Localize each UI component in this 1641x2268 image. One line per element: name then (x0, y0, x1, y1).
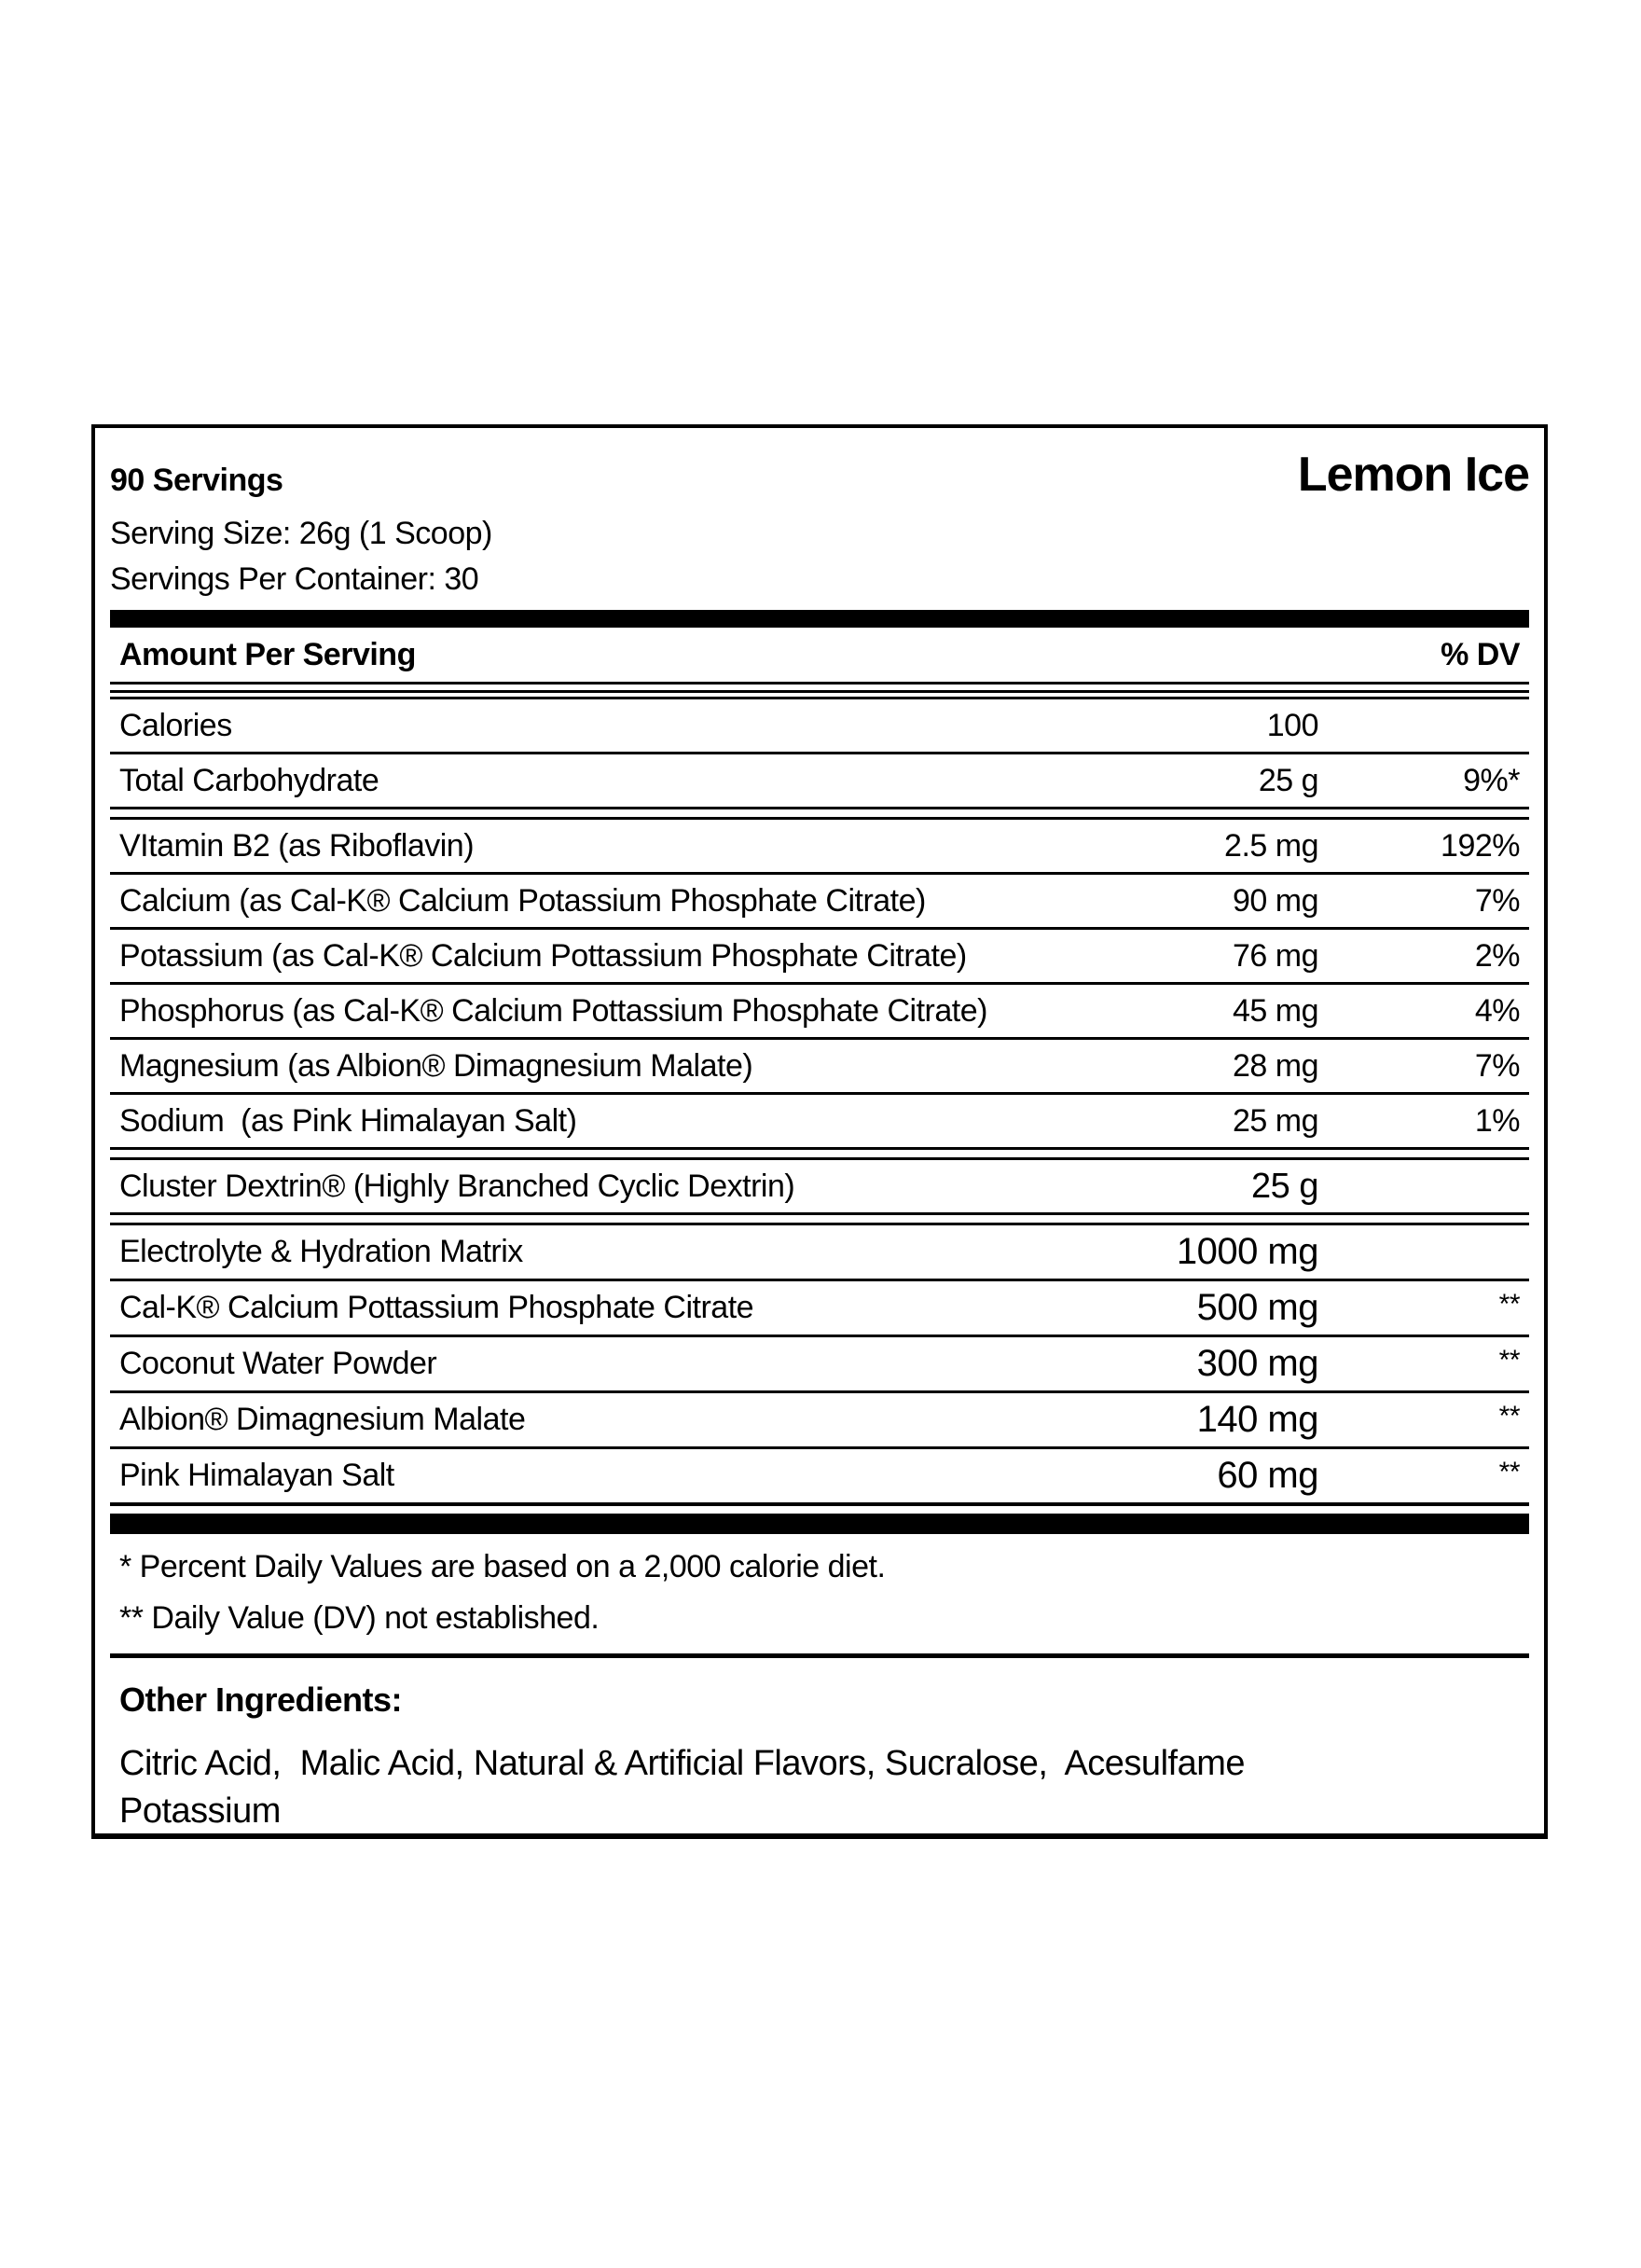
nutrient-name: VItamin B2 (as Riboflavin) (119, 827, 475, 864)
nutrient-name: Coconut Water Powder (119, 1346, 437, 1381)
divider (110, 1390, 1529, 1393)
nutrient-amount: 28 mg (1233, 1047, 1319, 1084)
nutrient-amount: 25 g (1258, 762, 1319, 798)
footnote-dv-not-established: ** Daily Value (DV) not established. (119, 1600, 600, 1636)
servings-count: 90 Servings (110, 463, 283, 498)
nutrient-name: Albion® Dimagnesium Malate (119, 1402, 526, 1437)
nutrient-row-calcium: Calcium (as Cal-K® Calcium Potassium Pho… (110, 875, 1529, 927)
nutrient-name: Cluster Dextrin® (Highly Branched Cyclic… (119, 1168, 795, 1204)
nutrient-amount: 45 mg (1233, 992, 1319, 1029)
flavor-name: Lemon Ice (1297, 448, 1530, 502)
nutrient-amount: 300 mg (1196, 1343, 1319, 1384)
divider-thick-bar (110, 1514, 1529, 1534)
divider-double (110, 807, 1529, 820)
nutrient-dv: ** (1498, 1457, 1521, 1487)
nutrient-row-calories: Calories 100 (110, 699, 1529, 752)
other-ingredients-text: Citric Acid, Malic Acid, Natural & Artif… (110, 1740, 1529, 1836)
nutrient-amount: 2.5 mg (1224, 827, 1318, 864)
nutrient-dv: 2% (1474, 937, 1521, 974)
nutrient-row-dimagnesium-malate: Albion® Dimagnesium Malate 140 mg ** (110, 1393, 1529, 1446)
divider (110, 982, 1529, 985)
divider-thick-bar (110, 610, 1529, 628)
nutrient-row-cal-k: Cal-K® Calcium Pottassium Phosphate Citr… (110, 1281, 1529, 1335)
divider-double (110, 1147, 1529, 1160)
nutrient-name: Pink Himalayan Salt (119, 1458, 394, 1493)
nutrient-row-sodium: Sodium (as Pink Himalayan Salt) 25 mg 1% (110, 1095, 1529, 1147)
nutrient-row-cluster-dextrin: Cluster Dextrin® (Highly Branched Cyclic… (110, 1160, 1529, 1212)
nutrient-name: Calories (119, 707, 232, 743)
divider (110, 927, 1529, 930)
divider (110, 1502, 1529, 1506)
nutrient-row-pink-himalayan-salt: Pink Himalayan Salt 60 mg ** (110, 1449, 1529, 1502)
other-ingredients-heading: Other Ingredients: (119, 1680, 403, 1719)
nutrient-name: Electrolyte & Hydration Matrix (119, 1234, 523, 1269)
nutrient-dv: 4% (1474, 992, 1521, 1029)
footnote-percent-dv: * Percent Daily Values are based on a 2,… (119, 1549, 886, 1584)
divider (110, 872, 1529, 875)
nutrient-name: Magnesium (as Albion® Dimagnesium Malate… (119, 1047, 753, 1084)
nutrient-name: Total Carbohydrate (119, 762, 379, 798)
nutrient-dv: 7% (1474, 1047, 1521, 1084)
divider-triple-line (110, 682, 1529, 699)
nutrient-dv: 9%* (1463, 762, 1520, 798)
nutrient-dv: 7% (1474, 882, 1521, 919)
nutrient-name: Sodium (as Pink Himalayan Salt) (119, 1102, 577, 1139)
divider-double (110, 1212, 1529, 1225)
percent-dv-header: % DV (1441, 637, 1520, 672)
nutrient-row-total-carbohydrate: Total Carbohydrate 25 g 9%* (110, 754, 1529, 807)
divider (110, 1092, 1529, 1095)
spacer (110, 1506, 1529, 1514)
nutrient-dv: 1% (1474, 1102, 1521, 1139)
nutrient-amount: 25 mg (1233, 1102, 1319, 1139)
servings-per-container: Servings Per Container: 30 (110, 561, 479, 597)
divider (110, 752, 1529, 754)
divider (110, 1279, 1529, 1281)
nutrient-row-phosphorus: Phosphorus (as Cal-K® Calcium Pottassium… (110, 985, 1529, 1037)
nutrient-amount: 100 (1266, 707, 1319, 743)
nutrient-row-vitamin-b2: VItamin B2 (as Riboflavin) 2.5 mg 192% (110, 820, 1529, 872)
nutrient-dv: ** (1498, 1345, 1521, 1376)
nutrient-amount: 140 mg (1196, 1399, 1319, 1440)
nutrient-name: Phosphorus (as Cal-K® Calcium Pottassium… (119, 992, 987, 1029)
nutrient-row-magnesium: Magnesium (as Albion® Dimagnesium Malate… (110, 1040, 1529, 1092)
nutrient-name: Potassium (as Cal-K® Calcium Pottassium … (119, 937, 967, 974)
nutrient-name: Calcium (as Cal-K® Calcium Potassium Pho… (119, 882, 926, 919)
serving-size: Serving Size: 26g (1 Scoop) (110, 516, 492, 551)
nutrient-dv: 192% (1441, 827, 1520, 864)
nutrient-amount: 500 mg (1196, 1287, 1319, 1328)
divider (110, 1037, 1529, 1040)
nutrient-amount: 1000 mg (1176, 1231, 1319, 1272)
nutrient-amount: 25 g (1251, 1166, 1318, 1206)
ingredients-line: Citric Acid, Malic Acid, Natural & Artif… (119, 1744, 1245, 1783)
column-header-row: Amount Per Serving % DV (110, 628, 1529, 682)
divider (110, 1335, 1529, 1337)
nutrient-row-potassium: Potassium (as Cal-K® Calcium Pottassium … (110, 930, 1529, 982)
nutrient-row-coconut-water: Coconut Water Powder 300 mg ** (110, 1337, 1529, 1390)
ingredients-line: Potassium (119, 1791, 281, 1832)
divider (110, 1653, 1529, 1658)
nutrient-row-electrolyte-matrix: Electrolyte & Hydration Matrix 1000 mg (110, 1225, 1529, 1279)
nutrient-dv: ** (1498, 1401, 1521, 1431)
nutrient-amount: 76 mg (1233, 937, 1319, 974)
nutrient-amount: 60 mg (1217, 1455, 1318, 1496)
panel-header: 90 Servings Lemon Ice (110, 447, 1530, 503)
supplement-facts-panel: 90 Servings Lemon Ice Serving Size: 26g … (91, 424, 1548, 1839)
nutrient-amount: 90 mg (1233, 882, 1319, 919)
divider (110, 1446, 1529, 1449)
amount-per-serving-header: Amount Per Serving (119, 637, 416, 672)
nutrient-name: Cal-K® Calcium Pottassium Phosphate Citr… (119, 1290, 754, 1325)
nutrient-dv: ** (1498, 1289, 1521, 1320)
